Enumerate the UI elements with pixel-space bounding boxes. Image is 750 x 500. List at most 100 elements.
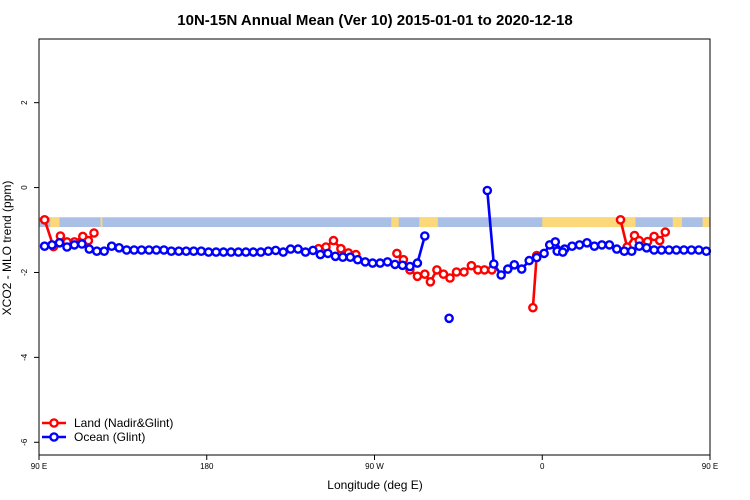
data-point — [121, 245, 132, 255]
data-point — [656, 245, 667, 255]
data-point — [211, 247, 221, 257]
data-point — [425, 276, 436, 287]
data-point — [558, 247, 568, 257]
data-point — [496, 270, 507, 280]
data-point — [241, 247, 251, 257]
data-point — [531, 252, 542, 263]
data-point — [39, 241, 50, 251]
data-point — [597, 240, 607, 250]
land-mask-segment — [542, 217, 636, 228]
data-point — [367, 258, 378, 268]
data-point — [619, 246, 630, 256]
data-point — [188, 246, 199, 256]
series-ocean — [39, 185, 712, 324]
data-point — [634, 241, 645, 251]
data-point — [405, 261, 415, 272]
data-point — [218, 247, 229, 257]
data-point — [641, 242, 652, 253]
data-point — [626, 246, 637, 256]
data-point — [226, 247, 236, 257]
data-point — [323, 248, 333, 259]
legend-marker — [49, 432, 59, 442]
data-point — [459, 267, 469, 277]
data-point — [308, 245, 318, 256]
x-axis: 90 E 180 90 W 0 90 E — [31, 455, 718, 471]
data-point — [99, 246, 109, 256]
data-point — [47, 240, 57, 250]
data-point — [419, 269, 430, 280]
land-mask-segment — [50, 217, 60, 228]
x-tick-label: 90 W — [365, 462, 384, 471]
data-point — [550, 237, 561, 247]
data-point — [567, 241, 577, 251]
x-tick-label: 90 E — [702, 462, 718, 471]
data-point — [114, 242, 124, 253]
data-point — [337, 252, 348, 263]
data-point — [612, 244, 622, 254]
data-point — [574, 240, 585, 250]
data-point — [375, 258, 385, 268]
data-point — [255, 247, 266, 257]
data-point — [509, 259, 520, 270]
data-point — [62, 242, 72, 252]
data-point — [444, 313, 454, 324]
data-point — [419, 231, 430, 241]
data-point — [336, 243, 346, 254]
data-point — [136, 245, 147, 255]
data-point — [270, 245, 281, 256]
data-point — [196, 246, 206, 256]
data-point — [360, 257, 371, 267]
data-point — [660, 227, 671, 237]
y-axis: 2 0 -2 -4 -6 — [20, 100, 39, 446]
data-point — [328, 235, 339, 246]
data-point — [451, 267, 462, 277]
legend: Land (Nadir&Glint)Ocean (Glint) — [42, 416, 173, 444]
data-point — [315, 249, 326, 260]
series-layer — [39, 185, 712, 324]
data-point — [84, 244, 95, 254]
data-point — [181, 246, 191, 256]
legend-label: Ocean (Glint) — [74, 430, 145, 444]
data-point — [502, 264, 513, 274]
data-point — [528, 302, 538, 313]
legend-label: Land (Nadir&Glint) — [74, 416, 173, 430]
data-point — [263, 246, 274, 256]
x-tick-label: 180 — [200, 462, 214, 471]
data-point — [539, 248, 549, 259]
data-point — [701, 246, 712, 256]
data-point — [397, 260, 408, 271]
data-point — [524, 255, 535, 266]
data-point — [482, 185, 493, 196]
data-point — [89, 228, 99, 238]
data-point — [589, 241, 600, 251]
data-point — [173, 246, 184, 256]
data-point — [278, 247, 289, 257]
land-mask-segment — [391, 217, 399, 228]
y-tick-label: 0 — [20, 185, 29, 190]
data-point — [293, 244, 303, 254]
y-tick-label: 2 — [20, 100, 29, 105]
data-point — [300, 247, 311, 257]
data-point — [664, 245, 674, 255]
data-point — [516, 264, 527, 274]
y-tick-label: -2 — [20, 268, 29, 276]
y-tick-label: -6 — [20, 438, 29, 446]
data-point — [285, 244, 296, 254]
data-point — [248, 247, 259, 257]
data-point — [77, 239, 87, 249]
data-point — [159, 245, 169, 255]
data-point — [129, 245, 139, 255]
data-point — [345, 252, 356, 263]
data-point — [604, 240, 615, 250]
data-point — [203, 247, 214, 257]
data-point — [488, 259, 499, 269]
data-point — [330, 251, 341, 262]
land-mask-segment — [702, 217, 710, 228]
x-tick-label: 90 E — [31, 462, 47, 471]
x-tick-label: 0 — [540, 462, 545, 471]
data-point — [445, 273, 455, 283]
y-axis-label: XCO2 - MLO trend (ppm) — [0, 181, 14, 316]
data-point — [233, 247, 244, 257]
series-line — [486, 190, 707, 277]
x-axis-label: Longitude (deg E) — [327, 478, 422, 492]
